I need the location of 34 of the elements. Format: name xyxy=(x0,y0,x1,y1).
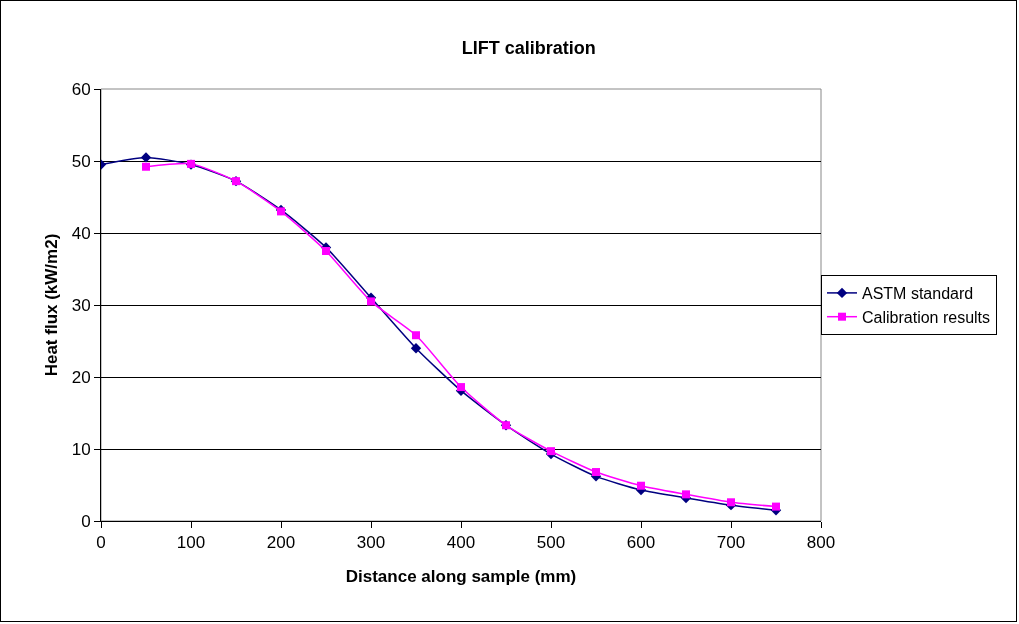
y-tick-label: 10 xyxy=(71,439,91,459)
x-tick-label: 100 xyxy=(176,533,206,553)
point xyxy=(367,297,375,306)
x-tick-label: 700 xyxy=(716,533,746,553)
point xyxy=(637,481,645,490)
point xyxy=(772,502,780,511)
point xyxy=(322,247,330,255)
x-axis-title: Distance along sample (mm) xyxy=(345,567,577,586)
x-tick-label: 300 xyxy=(356,533,386,553)
point xyxy=(457,383,465,392)
point xyxy=(682,490,690,499)
y-axis-title: Heat flux (kW/m2) xyxy=(42,233,61,377)
chart-title: LIFT calibration xyxy=(461,37,596,58)
point xyxy=(410,343,422,354)
x-tick-label: 600 xyxy=(626,533,656,553)
y-tick-label: 20 xyxy=(71,367,91,387)
y-tick-label: 0 xyxy=(81,511,91,531)
x-tick-label: 200 xyxy=(266,533,296,553)
point xyxy=(592,468,600,477)
x-tick-label: 500 xyxy=(536,533,566,553)
legend-label: ASTM standard xyxy=(862,285,974,303)
y-tick-label: 50 xyxy=(71,151,91,171)
legend-label: Calibration results xyxy=(862,308,991,326)
point xyxy=(727,498,735,507)
x-tick-label: 400 xyxy=(446,533,476,553)
x-tick-label: 0 xyxy=(96,533,106,553)
point xyxy=(140,152,152,163)
y-tick-label: 40 xyxy=(71,223,91,243)
x-tick-label: 800 xyxy=(806,533,836,553)
point xyxy=(412,331,420,340)
y-tick-label: 30 xyxy=(71,295,91,315)
point xyxy=(142,162,150,171)
y-tick-label: 60 xyxy=(71,79,91,99)
point xyxy=(547,447,555,456)
